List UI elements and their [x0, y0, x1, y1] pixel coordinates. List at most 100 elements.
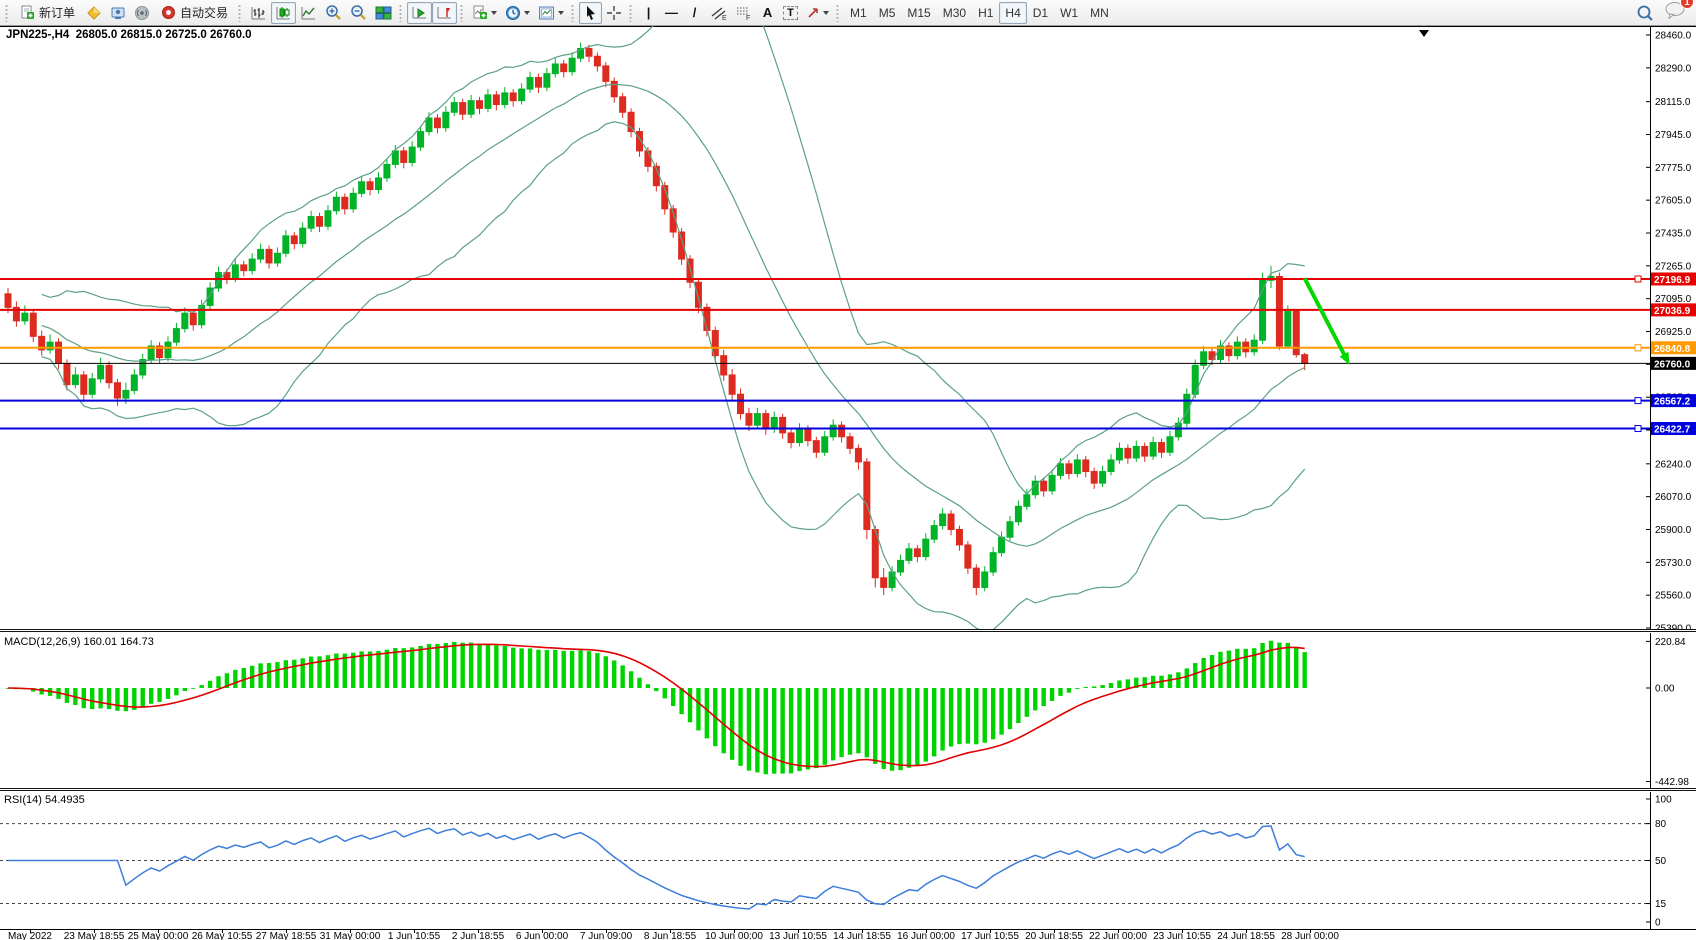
time-label: 17 Jun 10:55 [961, 931, 1019, 940]
crosshair-button[interactable] [602, 2, 626, 24]
community-button[interactable] [82, 2, 106, 24]
rsi-axis[interactable]: 100 80 50 15 0 [1646, 795, 1672, 929]
toolbar-grip[interactable] [237, 3, 243, 22]
svg-text:220.84: 220.84 [1655, 637, 1686, 648]
svg-text:E: E [722, 15, 727, 21]
svg-text:25900.0: 25900.0 [1655, 525, 1692, 536]
macd-axis[interactable]: 220.84 0.00 -442.98 [1646, 637, 1689, 788]
toolbar-right-group: 1 [1636, 0, 1694, 24]
tile-windows-icon [375, 6, 392, 19]
fibonacci-tool[interactable]: F [731, 2, 756, 24]
time-label: 23 Jun 10:55 [1153, 931, 1211, 940]
svg-text:27095.0: 27095.0 [1655, 294, 1692, 305]
rsi-line [8, 825, 1305, 910]
time-tick [350, 930, 351, 933]
bollinger-bands [41, 26, 1306, 629]
time-tick [158, 930, 159, 933]
toolbar-grip[interactable] [570, 3, 576, 22]
time-label: 27 May 18:55 [255, 931, 317, 940]
zoom-out-button[interactable] [346, 2, 371, 24]
candlestick-chart-button[interactable] [271, 1, 297, 24]
line-chart-button[interactable] [296, 2, 321, 24]
candlestick-series [4, 42, 1309, 596]
time-tick [222, 930, 223, 933]
timeframe-m30-button[interactable]: M30 [942, 5, 967, 20]
notifications-button[interactable]: 1 [1664, 0, 1694, 24]
svg-text:25560.0: 25560.0 [1655, 591, 1692, 602]
time-label: 28 Jun 00:00 [1281, 931, 1339, 940]
new-chart-dropdown[interactable] [468, 2, 501, 24]
toolbar-grip[interactable] [459, 3, 465, 22]
svg-text:26567.2: 26567.2 [1654, 397, 1691, 408]
svg-text:15: 15 [1655, 899, 1667, 910]
price-axis[interactable]: 28460.0 28290.0 28115.0 27945.0 27775.0 27605… [1646, 31, 1692, 630]
timeframe-d1-button[interactable]: D1 [1032, 5, 1049, 20]
svg-text:0: 0 [1655, 918, 1661, 929]
new-order-icon [21, 5, 34, 19]
time-axis[interactable]: May 2022 23 May 18:55 25 May 00:00 26 May 1… [0, 930, 1696, 940]
timeframe-m15-button[interactable]: M15 [907, 5, 931, 20]
templates-dropdown[interactable] [534, 2, 568, 24]
timeframe-group: M1 M5 M15 M30 H1 H4 D1 W1 MN [844, 1, 1115, 24]
new-order-button[interactable]: 新订单 [13, 2, 82, 24]
rsi-panel[interactable]: 100 80 50 15 0 [0, 792, 1696, 930]
periods-dropdown[interactable] [501, 2, 534, 24]
svg-text:50: 50 [1655, 856, 1667, 867]
panel-divider[interactable] [0, 629, 1696, 632]
toolbar-grip[interactable] [4, 3, 9, 22]
signals-icon [135, 5, 150, 20]
panel-divider[interactable] [0, 788, 1696, 791]
timeframe-w1-button[interactable]: W1 [1060, 5, 1079, 20]
trendline-icon: / [692, 5, 697, 20]
time-label: 24 Jun 18:55 [1217, 931, 1275, 940]
clock-icon [506, 5, 521, 20]
ohlc-values: 26805.0 26815.0 26725.0 26760.0 [75, 29, 252, 41]
equidistant-channel-tool[interactable]: E [706, 2, 731, 24]
time-label: 20 Jun 18:55 [1025, 931, 1083, 940]
timeframe-h4-button[interactable]: H4 [999, 1, 1027, 24]
arrows-dropdown[interactable] [802, 2, 833, 24]
signals-button[interactable] [130, 2, 154, 24]
auto-trading-button[interactable]: 自动交易 [154, 2, 235, 24]
macd-panel[interactable]: 220.84 0.00 -442.98 [0, 633, 1696, 788]
main-chart-panel[interactable]: 28460.0 28290.0 28115.0 27945.0 27775.0 27605… [0, 26, 1696, 629]
auto-scroll-button[interactable] [407, 1, 433, 24]
timeframe-m5-button[interactable]: M5 [878, 5, 896, 20]
svg-text:27605.0: 27605.0 [1655, 196, 1692, 207]
svg-text:27196.9: 27196.9 [1654, 275, 1691, 286]
svg-text:26840.8: 26840.8 [1654, 344, 1691, 355]
time-tick [1054, 930, 1055, 933]
horizontal-line-tool[interactable]: — [660, 2, 683, 24]
toolbar-grip[interactable] [835, 3, 841, 22]
symbol-period: JPN225-,H4 [6, 29, 70, 41]
svg-text:28460.0: 28460.0 [1655, 31, 1692, 42]
timeframe-m1-button[interactable]: M1 [850, 5, 867, 20]
trend-arrow-annotation[interactable] [1302, 277, 1350, 365]
horizontal-line-icon: — [665, 5, 679, 20]
chart-shift-button[interactable] [432, 1, 458, 24]
toolbar-grip[interactable] [398, 3, 404, 22]
vertical-line-tool[interactable]: | [637, 2, 660, 24]
time-label: May 2022 [8, 931, 52, 940]
timeframe-mn-button[interactable]: MN [1090, 5, 1109, 20]
macd-signal-line [7, 643, 1305, 768]
depth-of-market-button[interactable] [106, 2, 130, 24]
chart-shift-marker[interactable] [1419, 30, 1429, 37]
time-label: 23 May 18:55 [63, 931, 125, 940]
candlestick-chart-icon [276, 6, 291, 19]
cursor-button[interactable] [579, 1, 603, 24]
macd-histogram [5, 640, 1307, 775]
time-label: 22 Jun 00:00 [1089, 931, 1147, 940]
horizontal-line-objects[interactable]: 27196.9 27036.9 26840.8 26760.0 26567.2 26422… [0, 272, 1696, 436]
text-tool[interactable]: A [756, 2, 779, 24]
zoom-in-button[interactable] [321, 2, 346, 24]
time-tick [1246, 930, 1247, 933]
trendline-tool[interactable]: / [683, 2, 706, 24]
toolbar-grip[interactable] [628, 3, 634, 22]
text-label-tool[interactable]: T [779, 2, 802, 24]
bar-chart-button[interactable] [246, 2, 271, 24]
timeframe-h1-button[interactable]: H1 [978, 5, 994, 20]
macd-indicator-label: MACD(12,26,9) 160.01 164.73 [4, 636, 154, 648]
tile-windows-button[interactable] [371, 2, 396, 24]
search-icon[interactable] [1636, 4, 1654, 22]
